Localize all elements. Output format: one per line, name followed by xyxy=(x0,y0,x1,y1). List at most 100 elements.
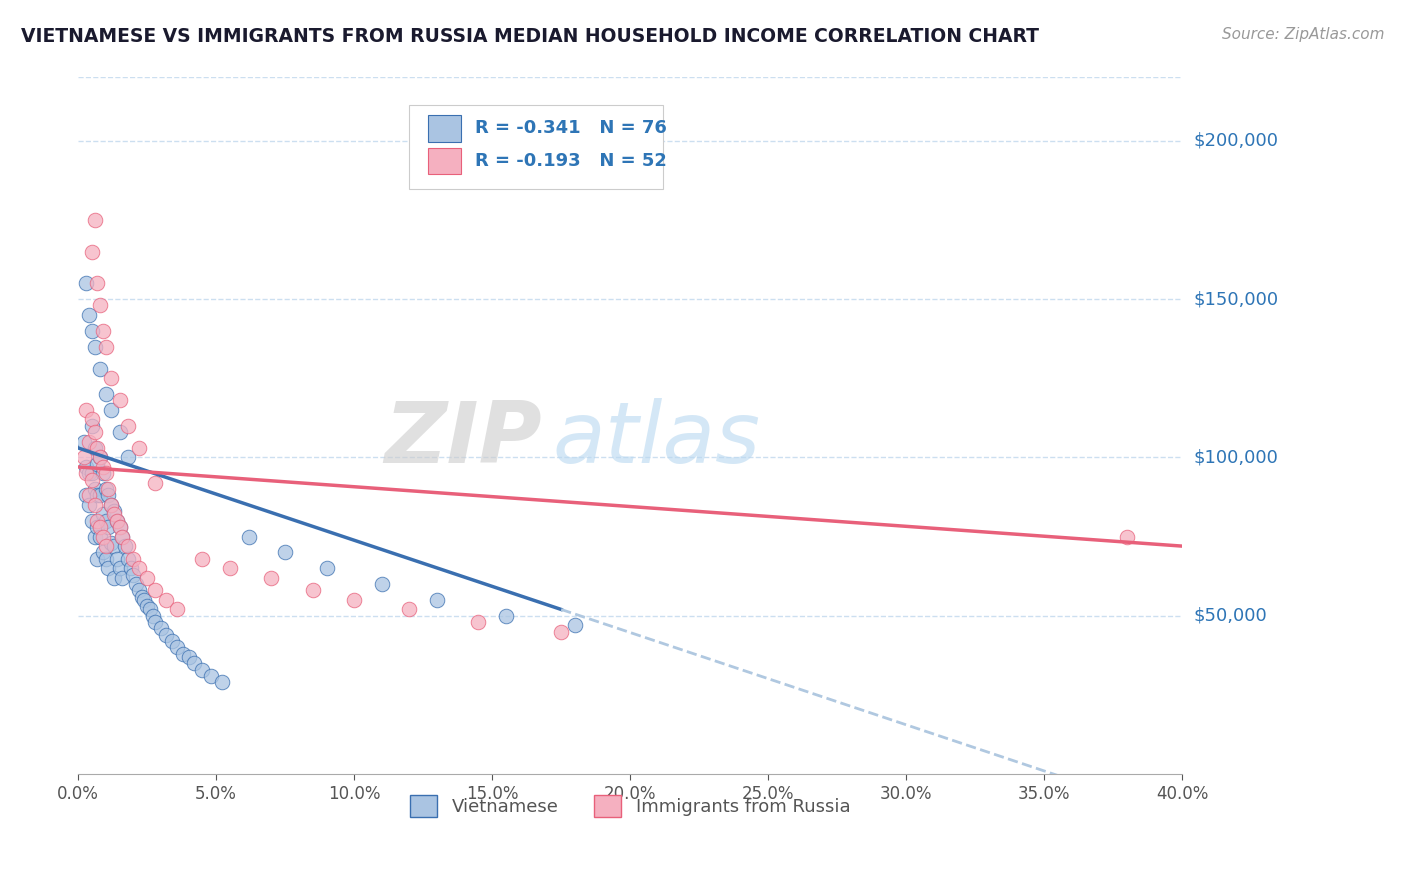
Point xyxy=(80,473,103,487)
Point xyxy=(80,412,103,426)
Point xyxy=(91,467,114,481)
Point xyxy=(111,530,134,544)
Point xyxy=(149,622,172,636)
Point xyxy=(94,514,117,528)
Point xyxy=(72,450,94,465)
Point xyxy=(108,425,131,439)
Point xyxy=(89,488,111,502)
Point xyxy=(155,593,177,607)
Point xyxy=(122,567,145,582)
Point xyxy=(103,539,125,553)
Point xyxy=(398,602,420,616)
Point xyxy=(100,371,122,385)
Point xyxy=(260,571,283,585)
Point xyxy=(145,615,167,629)
Point xyxy=(426,593,449,607)
Point xyxy=(80,467,103,481)
Point xyxy=(128,561,150,575)
Text: VIETNAMESE VS IMMIGRANTS FROM RUSSIA MEDIAN HOUSEHOLD INCOME CORRELATION CHART: VIETNAMESE VS IMMIGRANTS FROM RUSSIA MED… xyxy=(21,27,1039,45)
Point xyxy=(72,434,94,449)
Point xyxy=(120,561,142,575)
Point xyxy=(83,498,105,512)
Point xyxy=(200,669,222,683)
Point xyxy=(145,475,167,490)
Point xyxy=(136,571,159,585)
Point xyxy=(219,561,242,575)
Point xyxy=(83,530,105,544)
Point xyxy=(160,634,183,648)
Text: Source: ZipAtlas.com: Source: ZipAtlas.com xyxy=(1222,27,1385,42)
Point xyxy=(86,551,108,566)
Point xyxy=(142,608,165,623)
Point xyxy=(103,504,125,518)
Point xyxy=(75,488,97,502)
Point xyxy=(114,539,136,553)
Point xyxy=(211,675,233,690)
Point xyxy=(136,599,159,614)
Text: $50,000: $50,000 xyxy=(1194,607,1267,624)
Point xyxy=(191,663,214,677)
Text: R = -0.341   N = 76: R = -0.341 N = 76 xyxy=(474,120,666,137)
Point xyxy=(89,450,111,465)
Point xyxy=(77,498,100,512)
Point xyxy=(166,640,188,655)
Point xyxy=(83,425,105,439)
Point xyxy=(83,340,105,354)
Point xyxy=(131,590,153,604)
Point xyxy=(111,530,134,544)
Legend: Vietnamese, Immigrants from Russia: Vietnamese, Immigrants from Russia xyxy=(402,788,858,824)
Point xyxy=(172,647,194,661)
Point xyxy=(86,441,108,455)
Point xyxy=(97,488,120,502)
Point xyxy=(80,324,103,338)
Point xyxy=(94,551,117,566)
FancyBboxPatch shape xyxy=(429,148,461,174)
Point xyxy=(100,498,122,512)
Point xyxy=(77,434,100,449)
Point xyxy=(100,498,122,512)
Point xyxy=(128,583,150,598)
Point xyxy=(117,450,139,465)
Point xyxy=(105,514,128,528)
Point xyxy=(97,520,120,534)
Point xyxy=(122,551,145,566)
Point xyxy=(238,530,260,544)
Point xyxy=(80,244,103,259)
Point xyxy=(301,583,323,598)
Point xyxy=(94,340,117,354)
Point xyxy=(1116,530,1139,544)
Point xyxy=(91,508,114,522)
Point xyxy=(89,361,111,376)
Point xyxy=(371,577,394,591)
Point xyxy=(108,561,131,575)
Point xyxy=(75,467,97,481)
Point xyxy=(128,441,150,455)
Point xyxy=(100,536,122,550)
Point xyxy=(145,583,167,598)
Point xyxy=(86,457,108,471)
Point xyxy=(155,628,177,642)
Point xyxy=(86,514,108,528)
Point xyxy=(97,561,120,575)
Point xyxy=(91,324,114,338)
Point xyxy=(105,551,128,566)
FancyBboxPatch shape xyxy=(409,105,664,189)
Text: $200,000: $200,000 xyxy=(1194,132,1278,150)
Text: $150,000: $150,000 xyxy=(1194,290,1278,308)
Point xyxy=(94,467,117,481)
FancyBboxPatch shape xyxy=(429,115,461,142)
Point xyxy=(108,520,131,534)
Point xyxy=(77,308,100,322)
Point xyxy=(86,277,108,291)
Point xyxy=(467,615,489,629)
Point xyxy=(89,450,111,465)
Point xyxy=(83,482,105,496)
Point xyxy=(117,539,139,553)
Point xyxy=(86,488,108,502)
Point xyxy=(343,593,366,607)
Point xyxy=(125,577,148,591)
Point xyxy=(134,593,156,607)
Point xyxy=(103,508,125,522)
Point xyxy=(91,459,114,474)
Point xyxy=(89,520,111,534)
